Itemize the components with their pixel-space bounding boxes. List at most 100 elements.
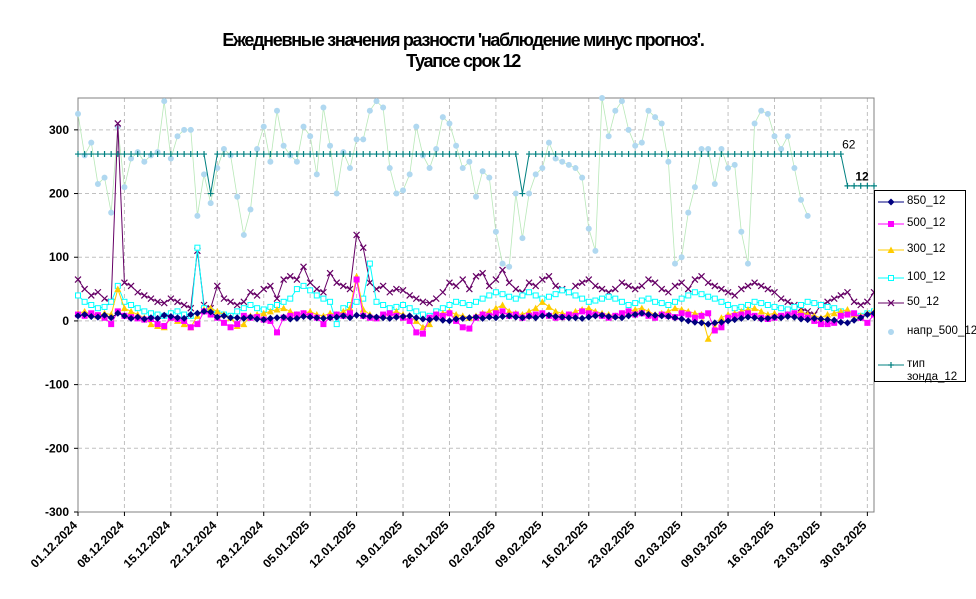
data-point [187,304,195,312]
data-point [804,151,811,158]
series-line [78,153,874,194]
data-point [220,145,227,152]
data-point [791,310,798,317]
data-point [459,276,467,283]
data-point [711,319,719,327]
data-point [380,104,387,111]
data-point [120,312,128,320]
data-point [492,289,499,296]
data-point [711,295,718,302]
data-point [280,142,287,149]
data-point [552,291,559,298]
data-point [187,311,195,319]
data-point [492,304,500,312]
data-point [591,312,599,320]
data-point [658,312,666,320]
data-point [824,311,832,318]
data-point [585,151,592,158]
data-point [538,276,546,283]
data-point [320,104,327,111]
data-point [758,300,765,307]
data-point [234,308,241,315]
data-point [585,276,593,283]
data-point [234,151,241,158]
data-point [213,313,221,321]
data-point [824,321,831,328]
series-layer [74,95,878,342]
data-point [386,288,394,296]
data-point [499,308,506,315]
data-point [486,174,493,181]
data-point [691,289,698,296]
data-point [181,151,188,158]
data-point [804,316,812,324]
data-point [831,151,838,158]
data-point [731,292,739,299]
data-point [446,120,453,127]
data-point [572,307,579,315]
data-point [505,279,513,287]
data-point [685,311,692,318]
x-tick-label: 05.01.2025 [260,518,313,571]
data-point [174,308,181,315]
data-point [161,151,168,158]
data-point [532,151,539,158]
data-point [154,314,162,322]
legend-label: 300_12 [907,243,946,255]
data-point [280,304,288,312]
data-point [864,182,871,189]
data-point [486,151,493,158]
data-point [698,312,705,319]
data-point [565,151,572,158]
data-point [558,313,566,321]
data-point [459,300,466,307]
data-point [293,158,300,165]
data-point [366,260,373,267]
data-point [492,276,500,283]
data-point [313,292,320,299]
data-point [300,151,307,158]
data-point [306,307,314,315]
data-point [618,151,625,158]
y-tick-label: 300 [49,123,69,137]
data-point [851,310,858,317]
data-point [871,182,877,189]
data-point [731,161,738,168]
data-point [94,313,102,321]
data-point [705,310,712,317]
data-point [665,151,672,158]
legend-symbol [878,198,904,206]
data-point [419,298,427,306]
data-point [466,325,473,332]
data-point [366,312,374,320]
data-point [380,302,387,308]
data-point [532,304,540,312]
data-point [651,311,659,319]
data-point [339,312,347,320]
data-point [565,161,572,168]
data-point [473,151,479,158]
data-point [691,318,699,326]
x-tick-label: 15.12.2024 [121,518,174,571]
data-point [492,228,499,235]
data-point [446,302,453,308]
data-point [751,304,759,312]
data-point [147,320,155,328]
data-point [233,301,241,309]
data-point [313,314,321,322]
data-point [887,198,895,206]
data-point [658,285,666,293]
legend-symbol [878,362,904,368]
data-point [346,285,354,293]
data-point [738,228,745,235]
data-point [386,165,393,172]
data-point [114,120,122,127]
data-point [631,305,639,313]
data-point [778,151,785,158]
data-point [81,151,88,158]
data-point [757,315,765,323]
data-point [94,305,101,312]
data-point [791,165,798,172]
data-point [665,158,672,165]
